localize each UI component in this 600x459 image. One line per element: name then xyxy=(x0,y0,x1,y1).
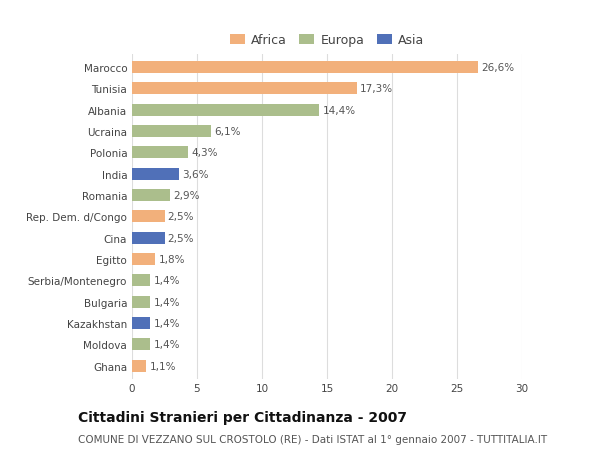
Bar xyxy=(132,147,188,159)
Bar xyxy=(132,318,150,329)
Text: 26,6%: 26,6% xyxy=(481,63,514,73)
Text: 1,1%: 1,1% xyxy=(149,361,176,371)
Text: 3,6%: 3,6% xyxy=(182,169,209,179)
Text: 4,3%: 4,3% xyxy=(191,148,218,158)
Bar xyxy=(132,126,211,138)
Text: COMUNE DI VEZZANO SUL CROSTOLO (RE) - Dati ISTAT al 1° gennaio 2007 - TUTTITALIA: COMUNE DI VEZZANO SUL CROSTOLO (RE) - Da… xyxy=(78,434,547,444)
Bar xyxy=(132,232,164,244)
Bar xyxy=(132,254,155,265)
Bar xyxy=(132,360,146,372)
Text: 1,8%: 1,8% xyxy=(158,254,185,264)
Bar xyxy=(132,296,150,308)
Bar xyxy=(132,62,478,74)
Text: 1,4%: 1,4% xyxy=(154,297,180,307)
Bar xyxy=(132,190,170,202)
Bar xyxy=(132,105,319,116)
Text: 2,9%: 2,9% xyxy=(173,190,199,201)
Text: 14,4%: 14,4% xyxy=(322,106,356,115)
Text: 1,4%: 1,4% xyxy=(154,276,180,286)
Bar xyxy=(132,83,357,95)
Text: 6,1%: 6,1% xyxy=(215,127,241,137)
Text: 17,3%: 17,3% xyxy=(360,84,393,94)
Text: Cittadini Stranieri per Cittadinanza - 2007: Cittadini Stranieri per Cittadinanza - 2… xyxy=(78,411,407,425)
Bar xyxy=(132,168,179,180)
Text: 1,4%: 1,4% xyxy=(154,340,180,350)
Text: 2,5%: 2,5% xyxy=(168,212,194,222)
Bar xyxy=(132,211,164,223)
Text: 1,4%: 1,4% xyxy=(154,319,180,328)
Legend: Africa, Europa, Asia: Africa, Europa, Asia xyxy=(224,29,430,52)
Bar xyxy=(132,275,150,286)
Bar xyxy=(132,339,150,351)
Text: 2,5%: 2,5% xyxy=(168,233,194,243)
